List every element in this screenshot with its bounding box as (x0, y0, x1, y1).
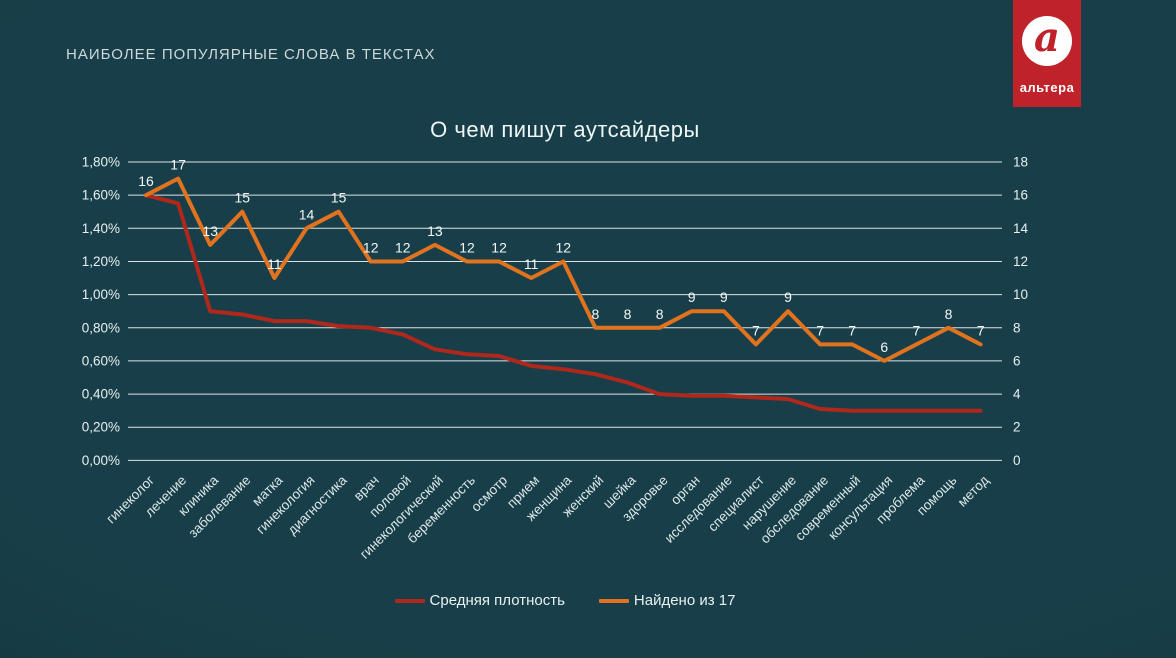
data-label: 9 (784, 289, 792, 305)
logo-circle-icon: a (1022, 16, 1072, 66)
data-label: 12 (363, 239, 379, 255)
category-label: осмотр (468, 473, 510, 515)
logo-wordmark: альтера (1019, 80, 1075, 95)
data-label: 17 (170, 157, 186, 173)
data-label: 8 (624, 306, 632, 322)
right-axis-tick-label: 4 (1013, 387, 1021, 402)
right-axis-tick-label: 12 (1013, 254, 1028, 269)
data-label: 11 (267, 256, 282, 272)
left-axis-tick-label: 0,40% (82, 387, 120, 402)
data-label: 7 (977, 322, 985, 338)
data-label: 9 (720, 289, 728, 305)
left-axis-tick-label: 1,60% (82, 188, 120, 203)
data-label: 14 (299, 206, 315, 222)
logo-a-glyph-icon: a (1034, 14, 1060, 61)
left-axis-tick-label: 0,00% (82, 453, 120, 468)
data-label: 7 (752, 322, 760, 338)
data-label: 13 (202, 223, 218, 239)
left-axis-tick-label: 1,40% (82, 221, 120, 236)
chart-title: О чем пишут аутсайдеры (430, 117, 700, 142)
data-label: 12 (491, 239, 507, 255)
data-label: 15 (331, 190, 347, 206)
series-line-0 (144, 193, 983, 413)
data-label: 7 (848, 322, 856, 338)
category-label: метод (955, 472, 992, 509)
legend-item-found[interactable]: Найдено из 17 (598, 592, 736, 609)
right-axis-tick-label: 10 (1013, 287, 1028, 302)
legend-swatch-density (394, 598, 425, 603)
left-axis-tick-label: 1,80% (82, 155, 120, 170)
legend-swatch-found (598, 598, 629, 603)
left-axis-tick-label: 0,80% (82, 320, 120, 335)
series-line-1 (144, 176, 983, 363)
data-label: 8 (592, 306, 600, 322)
right-axis-tick-label: 2 (1013, 420, 1021, 435)
legend-item-density[interactable]: Средняя плотность (394, 592, 565, 609)
data-label: 16 (138, 173, 154, 189)
data-label: 11 (524, 256, 539, 272)
data-label: 8 (656, 306, 664, 322)
data-label: 8 (945, 306, 953, 322)
data-label: 7 (913, 322, 921, 338)
data-label: 9 (688, 289, 696, 305)
data-label: 12 (556, 239, 572, 255)
right-axis-tick-label: 14 (1013, 221, 1029, 236)
left-axis-tick-label: 1,20% (82, 254, 120, 269)
legend-label-found: Найдено из 17 (633, 592, 736, 609)
right-axis-tick-label: 0 (1013, 453, 1021, 468)
data-label: 15 (235, 190, 251, 206)
data-label: 12 (459, 239, 475, 255)
legend-label-density: Средняя плотность (429, 592, 565, 609)
data-label: 6 (880, 339, 888, 355)
category-label: гинеколог (103, 472, 157, 526)
right-axis-tick-label: 16 (1013, 188, 1028, 203)
left-axis-tick-label: 0,20% (82, 420, 120, 435)
data-label: 12 (395, 239, 411, 255)
chart-legend: Средняя плотность Найдено из 17 (128, 592, 1002, 609)
left-axis-tick-label: 1,00% (82, 287, 120, 302)
data-label: 13 (427, 223, 443, 239)
data-label: 7 (816, 322, 824, 338)
altera-logo: a альтера (1013, 0, 1081, 107)
left-axis-tick-label: 0,60% (82, 353, 120, 368)
right-axis-tick-label: 6 (1013, 353, 1021, 368)
page-title: НАИБОЛЕЕ ПОПУЛЯРНЫЕ СЛОВА В ТЕКСТАХ (66, 46, 436, 63)
right-axis-tick-label: 18 (1013, 155, 1028, 170)
right-axis-tick-label: 8 (1013, 320, 1021, 335)
